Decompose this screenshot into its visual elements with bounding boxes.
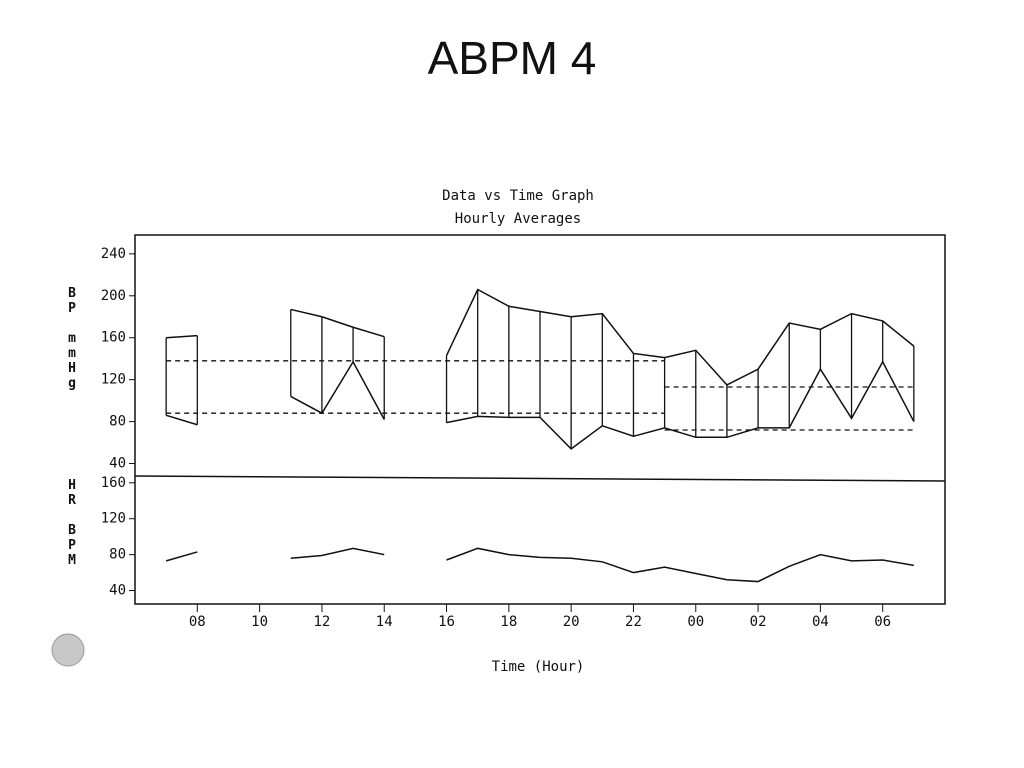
panel-divider — [134, 475, 946, 482]
decoration — [51, 633, 85, 667]
y-tick-label: 200 — [101, 288, 126, 304]
x-axis-label: Time (Hour) — [492, 659, 585, 675]
x-tick-label: 20 — [563, 614, 580, 630]
x-tick-label: 02 — [750, 614, 767, 630]
y-tick-label: 240 — [101, 246, 126, 262]
y-axis-label: HR BPM — [65, 478, 80, 568]
systolic-line — [166, 288, 915, 386]
x-tick-label: 12 — [313, 614, 330, 630]
slide-title: ABPM 4 — [428, 32, 597, 84]
y-tick-label: 80 — [109, 547, 126, 563]
x-tick-label: 22 — [625, 614, 642, 630]
diastolic-line — [165, 360, 915, 450]
y-tick-label: 80 — [109, 414, 126, 430]
chart-subtitle: Hourly Averages — [455, 211, 581, 227]
y-tick-label: 40 — [109, 456, 126, 472]
x-tick-label: 06 — [874, 614, 891, 630]
y-tick-label: 40 — [109, 583, 126, 599]
y-tick-label: 160 — [101, 330, 126, 346]
y-tick-label: 120 — [101, 372, 126, 388]
x-tick-label: 16 — [438, 614, 455, 630]
x-tick-label: 00 — [687, 614, 704, 630]
x-tick-label: 10 — [251, 614, 268, 630]
x-tick-label: 14 — [376, 614, 393, 630]
plot-frame — [134, 234, 946, 605]
x-tick-label: 08 — [189, 614, 206, 630]
chart-title: Data vs Time Graph — [442, 188, 594, 204]
y-tick-label: 120 — [101, 511, 126, 527]
x-tick-label: 04 — [812, 614, 829, 630]
y-tick-label: 160 — [101, 475, 126, 491]
x-tick-label: 18 — [500, 614, 517, 630]
hr-line — [165, 547, 914, 583]
y-axis-label: BP mmHg — [65, 286, 80, 391]
